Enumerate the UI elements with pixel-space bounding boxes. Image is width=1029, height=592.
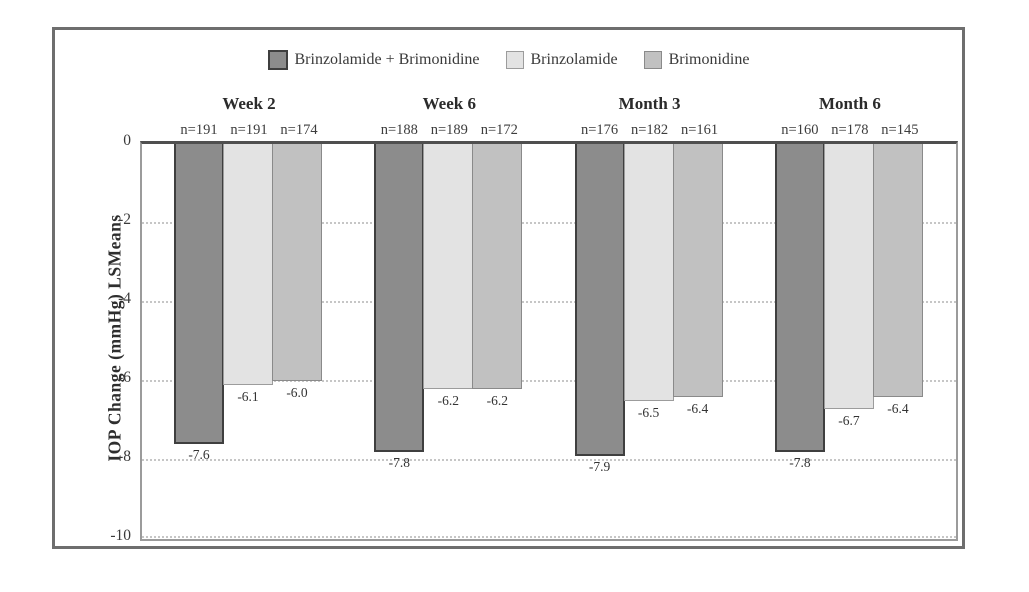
group-month-3: Month 3 n=176 n=182 n=161 -7.9 -6.5 -6.4 <box>574 94 725 539</box>
n-labels-row-week-2: n=191 n=191 n=174 <box>174 122 324 138</box>
bar-value-label-brinzolamide-month-6: -6.7 <box>838 412 860 428</box>
bar-value-label-brinzolamide-brimonidine-month-6: -7.8 <box>789 455 811 471</box>
n-label-brimonidine-month-3: n=161 <box>681 122 719 138</box>
n-label-brinzolamide-week-6: n=189 <box>430 122 468 138</box>
bars-week-2: -7.6 -6.1 -6.0 <box>174 144 324 539</box>
n-label-brinzolamide-brimonidine-month-3: n=176 <box>581 122 619 138</box>
n-labels-row-week-6: n=188 n=189 n=172 <box>374 122 524 138</box>
gridline-neg4 <box>142 301 956 303</box>
group-header-month-3: Month 3 <box>618 94 681 113</box>
bar-value-label-brimonidine-week-6: -6.2 <box>486 392 508 408</box>
group-week-2: Week 2 n=191 n=191 n=174 -7.6 -6.1 -6.0 <box>174 94 324 539</box>
gridline-neg6 <box>142 380 956 382</box>
legend-item-brinzolamide-brimonidine: Brinzolamide + Brimonidine <box>267 50 480 70</box>
figure-border: Brinzolamide + Brimonidine Brinzolamide … <box>52 27 965 549</box>
bar-brimonidine-month-3: -6.4 <box>672 144 723 416</box>
n-label-brimonidine-month-6: n=145 <box>881 122 919 138</box>
chart-legend: Brinzolamide + Brimonidine Brinzolamide … <box>55 50 962 70</box>
legend-label-brimonidine: Brimonidine <box>668 51 750 68</box>
n-label-brinzolamide-brimonidine-week-6: n=188 <box>380 122 418 138</box>
y-tick-neg6: -6 <box>118 369 131 386</box>
n-label-brinzolamide-brimonidine-week-2: n=191 <box>180 122 218 138</box>
n-label-brimonidine-week-6: n=172 <box>480 122 518 138</box>
n-labels-row-month-6: n=160 n=178 n=145 <box>775 122 925 138</box>
bar-brinzolamide-month-3: -6.5 <box>623 144 674 420</box>
legend-label-brinzolamide-brimonidine: Brinzolamide + Brimonidine <box>294 51 480 68</box>
bar-value-label-brimonidine-month-6: -6.4 <box>887 400 909 416</box>
bar-value-label-brinzolamide-month-3: -6.5 <box>637 404 660 420</box>
legend-swatch-brinzolamide <box>505 51 524 69</box>
legend-swatch-brinzolamide-brimonidine <box>267 50 288 70</box>
gridline-neg10 <box>142 536 956 538</box>
gridline-neg2 <box>142 222 956 224</box>
bar-brinzolamide-month-6: -6.7 <box>823 144 874 428</box>
y-tick-0: 0 <box>123 132 131 149</box>
y-axis-label: IOP Change (mmHg) LSMeans <box>104 214 125 462</box>
n-labels-row-month-3: n=176 n=182 n=161 <box>575 122 725 138</box>
n-label-brimonidine-week-2: n=174 <box>280 122 318 138</box>
y-tick-neg8: -8 <box>118 448 131 465</box>
group-header-week-6: Week 6 <box>422 94 476 113</box>
bar-value-label-brinzolamide-brimonidine-week-2: -7.6 <box>188 447 210 463</box>
bar-brinzolamide-brimonidine-month-6: -7.8 <box>774 144 825 470</box>
legend-swatch-brimonidine <box>643 51 662 69</box>
bar-value-label-brimonidine-month-3: -6.4 <box>686 400 709 416</box>
n-label-brinzolamide-brimonidine-month-6: n=160 <box>781 122 819 138</box>
bar-brinzolamide-brimonidine-week-6: -7.8 <box>374 144 425 470</box>
y-tick-neg4: -4 <box>118 290 131 307</box>
bars-week-6: -7.8 -6.2 -6.2 <box>374 144 524 539</box>
n-label-brinzolamide-month-3: n=182 <box>631 122 669 138</box>
n-label-brinzolamide-month-6: n=178 <box>831 122 869 138</box>
bar-brinzolamide-week-6: -6.2 <box>423 144 474 408</box>
legend-item-brinzolamide: Brinzolamide <box>505 51 618 69</box>
bar-brinzolamide-brimonidine-week-2: -7.6 <box>174 144 224 462</box>
bars-month-3: -7.9 -6.5 -6.4 <box>574 144 725 539</box>
bar-value-label-brinzolamide-brimonidine-week-6: -7.8 <box>388 455 410 471</box>
bar-brinzolamide-week-2: -6.1 <box>223 144 273 404</box>
group-month-6: Month 6 n=160 n=178 n=145 -7.8 -6.7 -6.4 <box>774 94 925 539</box>
bar-brinzolamide-brimonidine-month-3: -7.9 <box>574 144 625 474</box>
bars-month-6: -7.8 -6.7 -6.4 <box>774 144 925 539</box>
y-tick-neg2: -2 <box>118 211 131 228</box>
bar-brimonidine-week-2: -6.0 <box>272 144 322 400</box>
bar-value-label-brinzolamide-week-6: -6.2 <box>437 392 459 408</box>
bar-brimonidine-month-6: -6.4 <box>872 144 923 416</box>
group-header-month-6: Month 6 <box>818 94 881 113</box>
legend-label-brinzolamide: Brinzolamide <box>530 51 618 68</box>
bar-brimonidine-week-6: -6.2 <box>472 144 523 408</box>
bar-value-label-brinzolamide-brimonidine-month-3: -7.9 <box>588 459 611 475</box>
y-tick-neg10: -10 <box>110 527 131 544</box>
group-week-6: Week 6 n=188 n=189 n=172 -7.8 -6.2 -6.2 <box>374 94 524 539</box>
group-header-week-2: Week 2 <box>222 94 276 113</box>
bar-value-label-brinzolamide-week-2: -6.1 <box>237 388 259 404</box>
gridline-neg8 <box>142 459 956 461</box>
legend-item-brimonidine: Brimonidine <box>643 51 750 69</box>
bar-value-label-brimonidine-week-2: -6.0 <box>286 385 308 400</box>
n-label-brinzolamide-week-2: n=191 <box>230 122 268 138</box>
